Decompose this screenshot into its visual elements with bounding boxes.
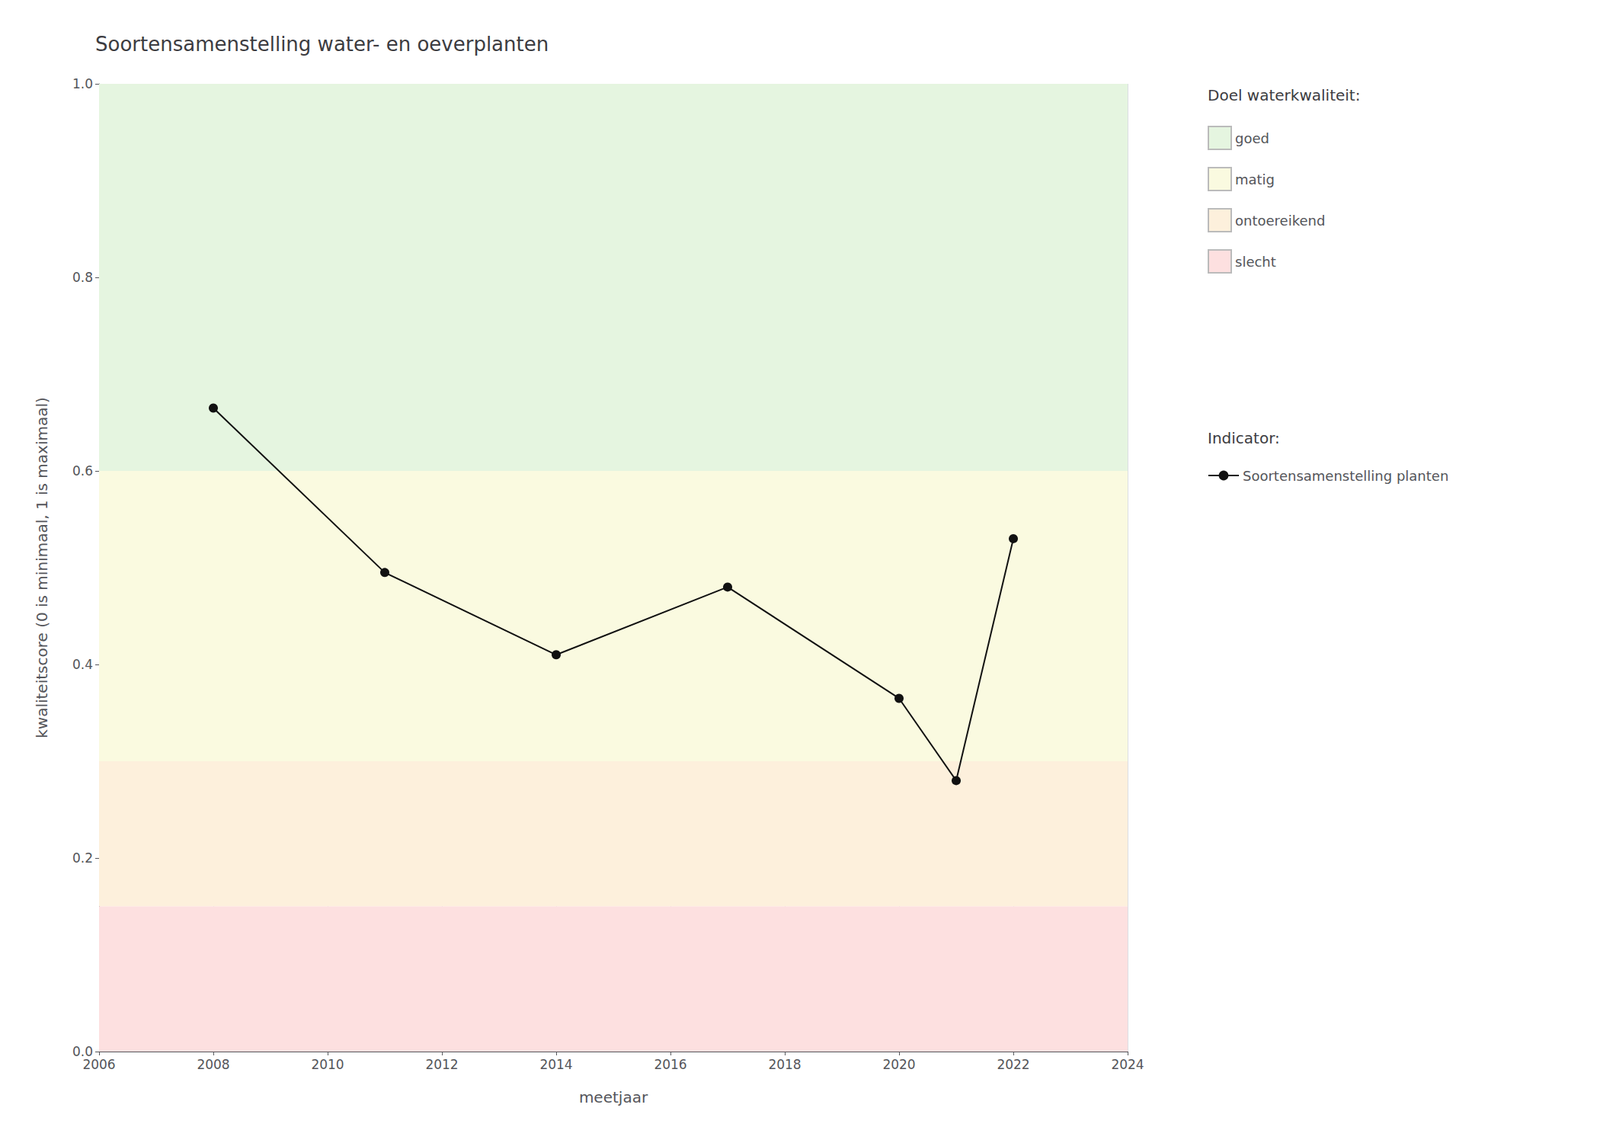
svg-text:Indicator:: Indicator:: [1207, 428, 1280, 448]
svg-text:Soortensamenstelling water- en: Soortensamenstelling water- en oeverplan…: [95, 32, 549, 56]
svg-text:2010: 2010: [310, 1056, 344, 1072]
svg-text:2016: 2016: [653, 1056, 687, 1072]
svg-text:0.4: 0.4: [72, 656, 93, 672]
svg-text:kwaliteitscore (0 is minimaal,: kwaliteitscore (0 is minimaal, 1 is maxi…: [32, 396, 52, 739]
svg-text:0.2: 0.2: [72, 850, 93, 866]
svg-text:goed: goed: [1235, 130, 1270, 147]
svg-text:2008: 2008: [196, 1056, 230, 1072]
svg-text:ontoereikend: ontoereikend: [1235, 212, 1325, 229]
svg-text:1.0: 1.0: [72, 76, 93, 92]
svg-text:2020: 2020: [882, 1056, 916, 1072]
svg-text:matig: matig: [1235, 171, 1275, 188]
svg-text:meetjaar: meetjaar: [579, 1088, 649, 1107]
svg-text:2014: 2014: [539, 1056, 573, 1072]
svg-text:2022: 2022: [996, 1056, 1030, 1072]
svg-text:2018: 2018: [768, 1056, 801, 1072]
svg-text:slecht: slecht: [1235, 253, 1277, 270]
svg-text:2006: 2006: [82, 1056, 116, 1072]
svg-text:Soortensamenstelling planten: Soortensamenstelling planten: [1242, 467, 1449, 484]
svg-text:2012: 2012: [425, 1056, 458, 1072]
svg-text:0.6: 0.6: [72, 463, 93, 479]
svg-text:2024: 2024: [1110, 1056, 1144, 1072]
svg-text:0.8: 0.8: [72, 269, 93, 285]
svg-text:Doel waterkwaliteit:: Doel waterkwaliteit:: [1207, 86, 1360, 105]
svg-text:0.0: 0.0: [72, 1043, 93, 1060]
